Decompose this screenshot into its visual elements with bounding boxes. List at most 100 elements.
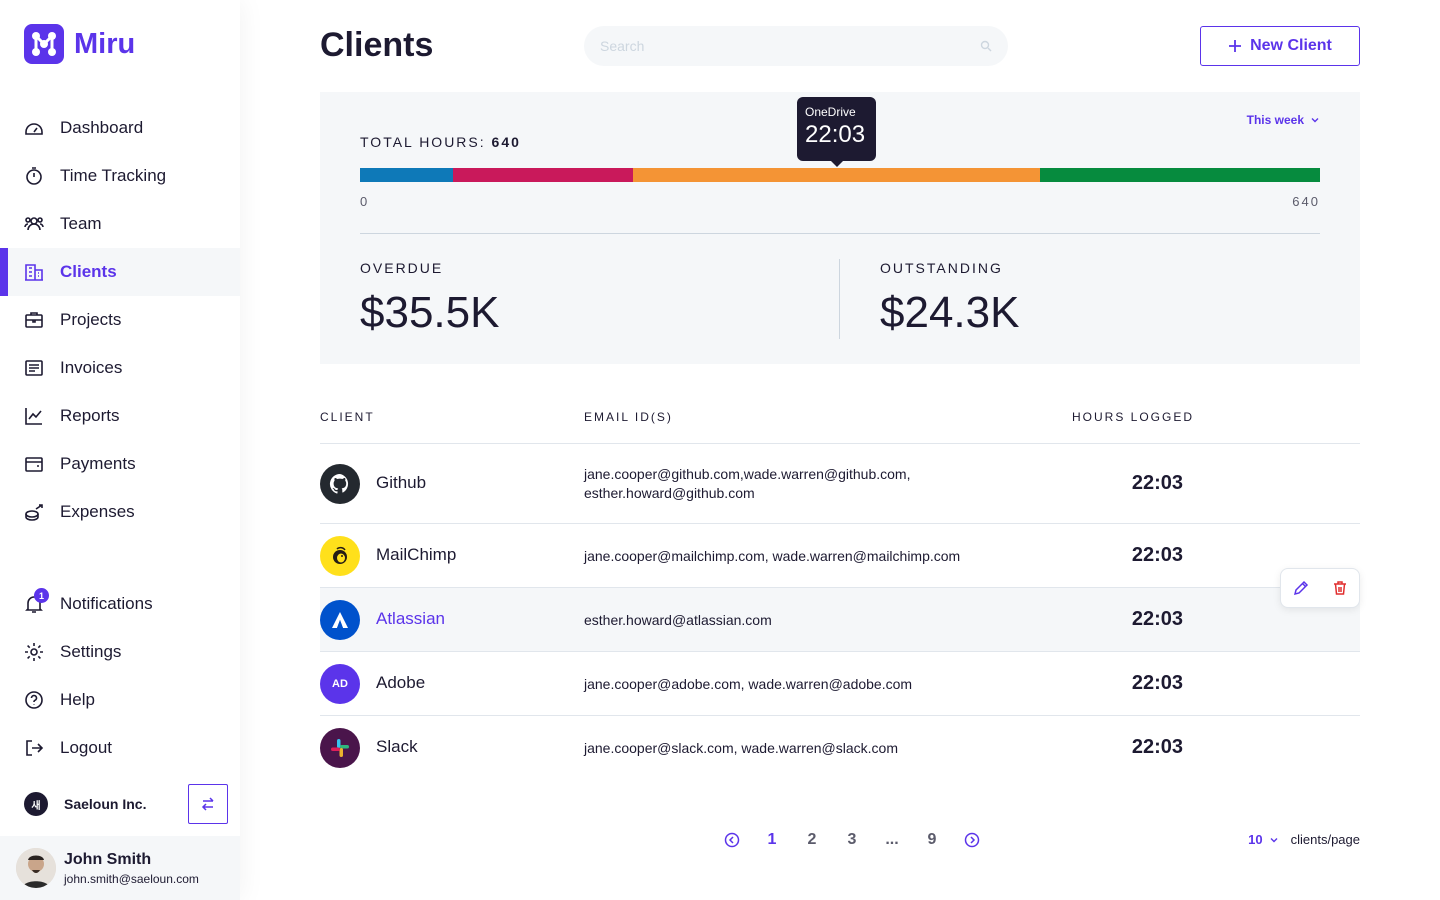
brand[interactable]: Miru [24,24,135,64]
sidebar-item-label: Payments [60,454,136,473]
column-email[interactable]: EMAIL ID(S) [584,410,673,424]
sidebar-nav: Dashboard Time Tracking Team Clients Pro… [0,104,240,536]
switch-arrows-icon [201,797,214,811]
outstanding-value: $24.3K [880,288,1020,337]
sidebar-item-label: Reports [60,406,120,425]
sidebar-item-label: Notifications [60,594,153,613]
tooltip-client: OneDrive [805,105,856,119]
wallet-icon [24,454,44,474]
building-icon [24,262,44,282]
invoice-icon [24,358,44,378]
sidebar-item-expenses[interactable]: Expenses [0,488,240,536]
stopwatch-icon [24,166,44,186]
outstanding-stat: OUTSTANDING $24.3K [880,260,1019,338]
client-hours: 22:03 [1131,608,1183,630]
column-client[interactable]: CLIENT [320,410,375,424]
prev-page-icon[interactable] [712,832,752,848]
user-profile[interactable]: John Smith john.smith@saeloun.com [0,836,240,900]
delete-icon[interactable] [1332,580,1348,596]
edit-icon[interactable] [1293,580,1309,596]
sidebar-item-label: Dashboard [60,118,144,137]
client-name[interactable]: Slack [376,737,418,756]
sidebar-item-label: Time Tracking [60,166,167,185]
gear-icon [24,642,44,662]
sidebar-item-payments[interactable]: Payments [0,440,240,488]
tooltip-hours: 22:03 [805,121,866,148]
client-emails: jane.cooper@adobe.com, wade.warren@adobe… [584,676,913,692]
row-actions [1280,568,1360,608]
next-page-icon[interactable] [952,832,992,848]
plus-icon [1229,40,1242,52]
coins-icon [24,502,44,522]
sidebar-item-label: Invoices [60,358,123,377]
sidebar-item-time-tracking[interactable]: Time Tracking [0,152,240,200]
page-title: Clients [320,26,434,64]
sidebar-item-label: Settings [60,642,122,661]
table-row[interactable]: Github jane.cooper@github.com,wade.warre… [320,444,1360,524]
hours-summary: TOTAL HOURS: 640 This week 0 640 OneDriv… [320,92,1360,364]
client-hours: 22:03 [1131,544,1183,566]
client-name[interactable]: Atlassian [376,609,445,628]
range-label: This week [1246,113,1304,127]
hours-bar [360,168,1320,182]
sidebar-item-logout[interactable]: Logout [0,724,240,772]
page-2[interactable]: 2 [807,831,817,848]
overdue-label: OVERDUE [360,260,444,276]
table-row[interactable]: Atlassian esther.howard@atlassian.com 22… [320,588,1360,652]
table-row[interactable]: Slack jane.cooper@slack.com, wade.warren… [320,716,1360,780]
briefcase-icon [24,310,44,330]
table-row[interactable]: AD Adobe jane.cooper@adobe.com, wade.war… [320,652,1360,716]
bar-segment-slack[interactable] [1039,168,1320,182]
bar-segment-onedrive[interactable] [633,168,1040,182]
total-hours-value: 640 [491,134,521,150]
client-hours: 22:03 [1131,472,1183,494]
sidebar-item-label: Projects [60,310,122,329]
page-3[interactable]: 3 [847,831,857,848]
sidebar-item-help[interactable]: Help [0,676,240,724]
sidebar-item-notifications[interactable]: 1 Notifications [0,580,240,628]
page-9[interactable]: 9 [927,831,937,848]
bar-segment-mailchimp[interactable] [453,168,633,182]
per-page-value[interactable]: 10 [1248,832,1263,847]
bar-max-label: 640 [1292,194,1320,209]
new-client-button[interactable]: New Client [1200,26,1360,66]
table-row[interactable]: MailChimp jane.cooper@mailchimp.com, wad… [320,524,1360,588]
sidebar-item-reports[interactable]: Reports [0,392,240,440]
chart-icon [24,406,44,426]
sidebar-item-team[interactable]: Team [0,200,240,248]
per-page-label: clients/page [1290,832,1360,847]
bar-min-label: 0 [360,194,370,209]
stat-divider [839,259,840,339]
range-dropdown[interactable]: This week [1247,113,1320,127]
chevron-down-icon[interactable] [1269,835,1279,845]
client-name[interactable]: Adobe [376,673,426,692]
question-icon [24,690,44,710]
sidebar-item-settings[interactable]: Settings [0,628,240,676]
search-bar [584,26,1008,66]
switch-org-button[interactable] [188,784,228,824]
client-name[interactable]: MailChimp [376,545,457,564]
page-ellipsis: ... [885,831,899,848]
sidebar-item-invoices[interactable]: Invoices [0,344,240,392]
client-emails: esther.howard@atlassian.com [584,612,772,628]
client-emails: jane.cooper@mailchimp.com, wade.warren@m… [584,548,961,564]
sidebar-item-label: Expenses [60,502,135,521]
total-hours: TOTAL HOURS: 640 [360,134,521,150]
sidebar-item-label: Clients [60,262,117,281]
bar-segment-github[interactable] [360,168,453,182]
search-input[interactable] [600,38,980,54]
logout-icon [24,738,44,758]
dashboard-icon [24,118,44,138]
page-1[interactable]: 1 [767,831,777,848]
search-icon[interactable] [980,40,992,52]
sidebar-item-clients[interactable]: Clients [0,248,240,296]
client-hours: 22:03 [1131,736,1183,758]
client-name[interactable]: Github [376,473,427,492]
sidebar-item-dashboard[interactable]: Dashboard [0,104,240,152]
outstanding-label: OUTSTANDING [880,260,1003,276]
sidebar-item-projects[interactable]: Projects [0,296,240,344]
organization: 새 Saeloun Inc. [24,784,228,824]
pagination: 1 2 3 ... 9 [712,828,992,852]
brand-name: Miru [74,27,136,60]
column-hours[interactable]: HOURS LOGGED [1072,410,1195,424]
